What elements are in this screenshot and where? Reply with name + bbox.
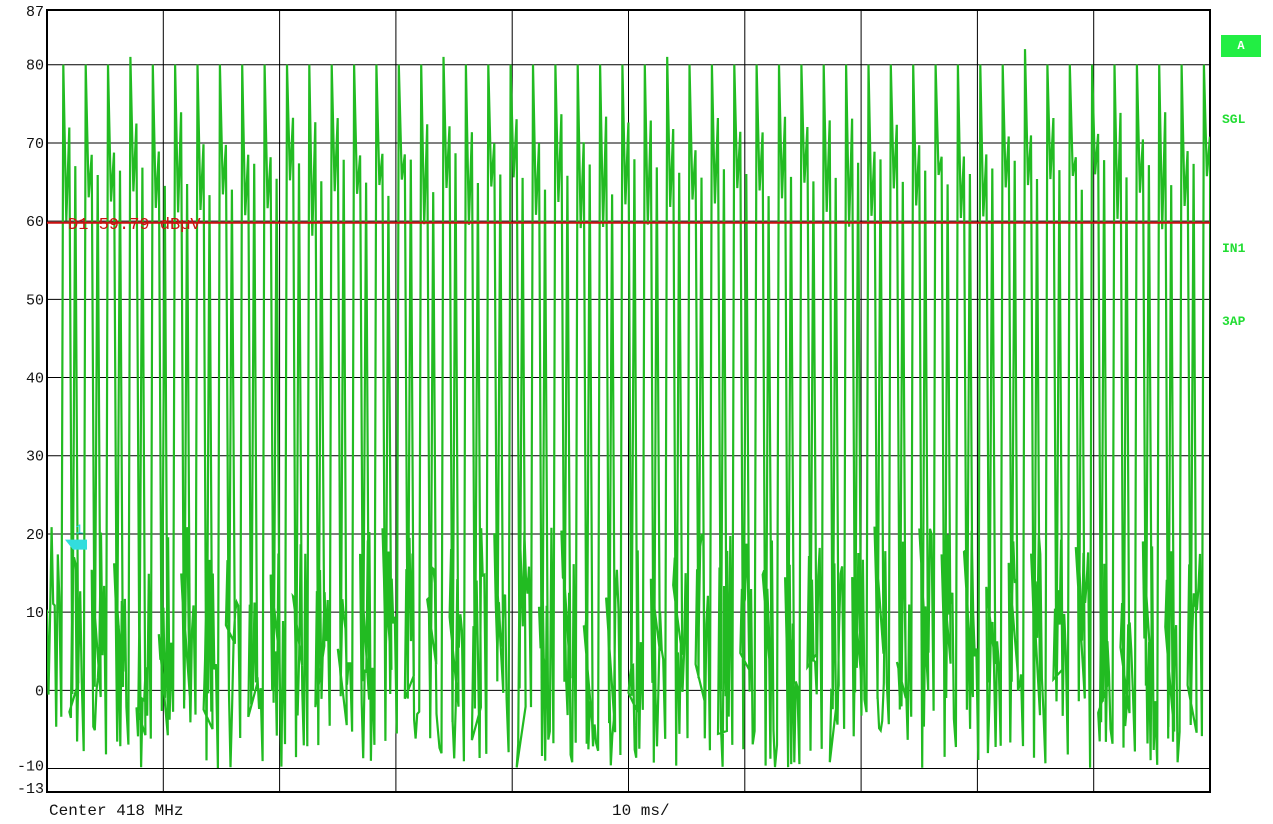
mode-label: SGL [1222, 112, 1246, 127]
input-label: IN1 [1222, 241, 1246, 256]
y-tick-label: 70 [26, 136, 44, 153]
y-tick-label: 30 [26, 449, 44, 466]
marker-label: 1 [75, 523, 83, 539]
y-tick-label: 40 [26, 371, 44, 388]
detector-label: 3AP [1222, 314, 1246, 329]
y-tick-label: 0 [35, 683, 44, 700]
y-tick-label: 60 [26, 214, 44, 231]
trace-label-badge: A [1221, 35, 1261, 57]
y-tick-labels: 87 80 70 60 50 40 30 20 10 0 -10 -13 [17, 4, 44, 798]
trace-marker: 1 [65, 523, 87, 550]
y-tick-label: 50 [26, 292, 44, 309]
y-tick-label: 80 [26, 58, 44, 75]
sweep-time-label: 10 ms/ [612, 802, 670, 820]
y-tick-label: 20 [26, 527, 44, 544]
marker-glyph [65, 539, 87, 550]
y-tick-label: 10 [26, 605, 44, 622]
trace-group [47, 49, 1210, 769]
y-tick-label: 87 [26, 4, 44, 21]
y-tick-label: -13 [17, 781, 44, 798]
y-tick-label: -10 [17, 759, 44, 776]
center-frequency-label: Center 418 MHz [49, 802, 184, 820]
display-line-label: D1 59.79 dBµV [68, 216, 201, 235]
trace-line [47, 49, 1210, 769]
